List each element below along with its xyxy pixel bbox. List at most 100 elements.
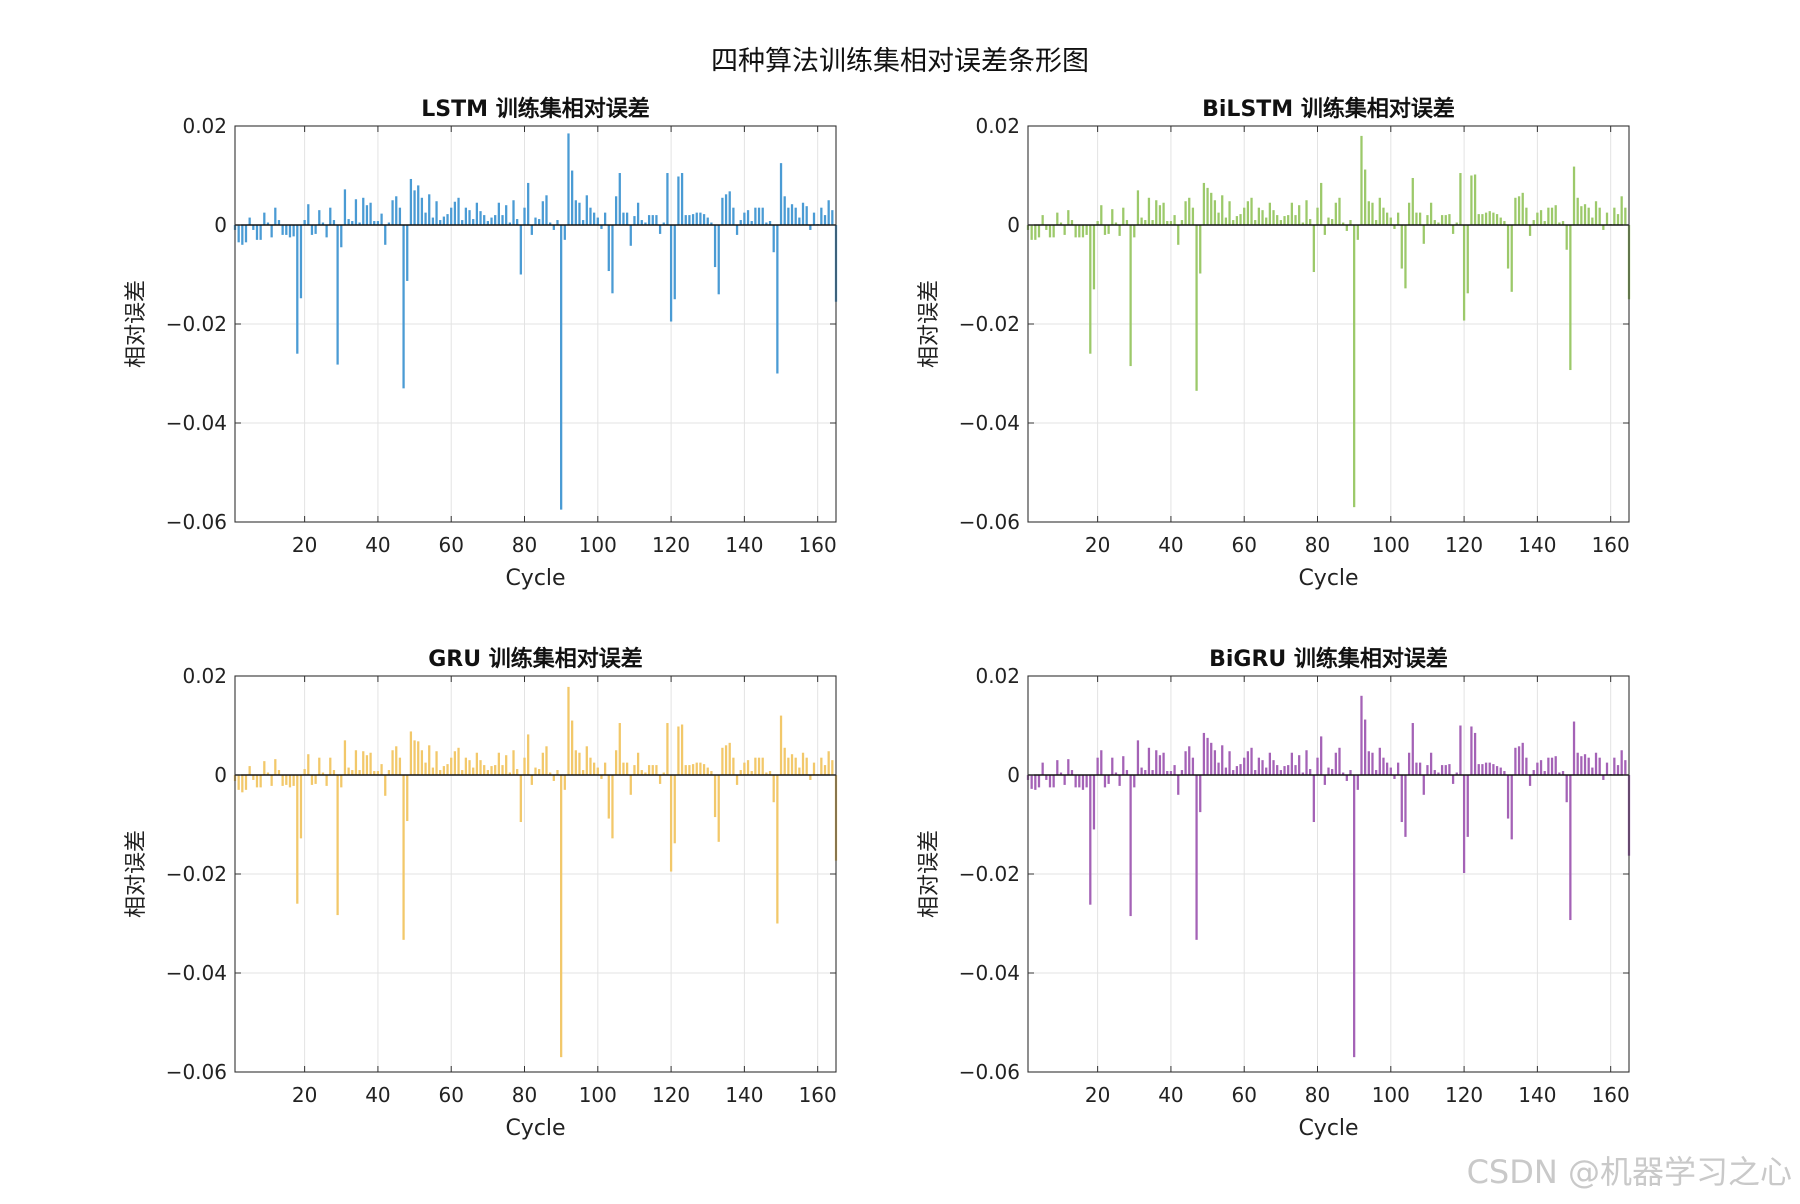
bar bbox=[574, 200, 577, 225]
bar bbox=[790, 204, 794, 225]
bar bbox=[1268, 202, 1272, 225]
bar bbox=[779, 715, 783, 775]
bar bbox=[303, 220, 306, 225]
bar bbox=[1338, 197, 1341, 225]
bar bbox=[1034, 225, 1037, 240]
bar bbox=[1550, 207, 1554, 225]
x-tick-label: 140 bbox=[1518, 1083, 1556, 1107]
x-tick-label: 120 bbox=[1445, 1083, 1483, 1107]
bar bbox=[519, 225, 522, 275]
bar bbox=[1283, 766, 1286, 775]
bar bbox=[1411, 723, 1414, 775]
bar bbox=[237, 775, 240, 790]
bar bbox=[812, 212, 816, 225]
bar bbox=[1481, 764, 1484, 775]
bar bbox=[1246, 201, 1250, 225]
bar bbox=[1279, 220, 1282, 225]
bar bbox=[640, 770, 643, 775]
bar bbox=[1092, 775, 1096, 830]
bar bbox=[453, 751, 457, 775]
bar bbox=[552, 775, 555, 781]
x-tick-label: 100 bbox=[579, 533, 617, 557]
bar bbox=[1517, 746, 1521, 775]
y-tick-label: −0.02 bbox=[166, 312, 227, 336]
bar bbox=[472, 219, 475, 225]
bar bbox=[1367, 751, 1370, 775]
bar bbox=[362, 197, 365, 225]
bar bbox=[1309, 219, 1312, 225]
bar bbox=[1547, 757, 1550, 775]
bar bbox=[461, 770, 464, 775]
bar bbox=[1272, 210, 1275, 225]
x-tick-label: 60 bbox=[438, 1083, 463, 1107]
bar bbox=[735, 775, 739, 785]
bar bbox=[538, 219, 541, 225]
bar bbox=[1561, 221, 1565, 225]
bar bbox=[1048, 775, 1052, 788]
bar bbox=[1151, 220, 1154, 225]
bar bbox=[501, 215, 504, 225]
bar bbox=[1481, 214, 1484, 225]
bar bbox=[417, 741, 420, 775]
bar bbox=[801, 202, 805, 225]
bar bbox=[1162, 752, 1165, 775]
bar bbox=[1316, 757, 1319, 775]
bar bbox=[347, 219, 350, 225]
bar bbox=[622, 212, 625, 225]
bar bbox=[446, 764, 449, 775]
bar bbox=[1470, 726, 1473, 775]
bar bbox=[651, 765, 654, 775]
x-tick-label: 40 bbox=[1158, 1083, 1183, 1107]
bar bbox=[1221, 195, 1224, 225]
bar bbox=[303, 769, 306, 775]
bar bbox=[1429, 752, 1433, 775]
bar bbox=[285, 775, 288, 785]
bar bbox=[494, 215, 497, 225]
bar bbox=[1158, 205, 1162, 225]
bar bbox=[1459, 173, 1462, 225]
bar bbox=[754, 757, 757, 775]
bar bbox=[318, 210, 321, 225]
bar bbox=[1188, 197, 1191, 225]
bar bbox=[820, 207, 823, 225]
bar bbox=[1598, 207, 1601, 225]
bar bbox=[1334, 752, 1337, 775]
bar bbox=[1462, 775, 1466, 874]
bar bbox=[457, 747, 460, 775]
bar bbox=[1510, 775, 1513, 840]
bar bbox=[556, 220, 559, 225]
x-tick-label: 140 bbox=[725, 1083, 763, 1107]
bar bbox=[713, 225, 717, 268]
bar bbox=[1451, 225, 1455, 234]
bar bbox=[1232, 770, 1235, 775]
bar bbox=[318, 757, 321, 775]
bar bbox=[1353, 225, 1356, 508]
bar bbox=[332, 220, 336, 225]
bar bbox=[1345, 225, 1348, 231]
bar bbox=[1045, 775, 1048, 780]
bar bbox=[1114, 222, 1118, 225]
bar bbox=[1034, 775, 1037, 790]
bar bbox=[1089, 225, 1092, 354]
bar bbox=[603, 762, 607, 775]
bar bbox=[450, 757, 453, 775]
x-tick-label: 20 bbox=[1085, 533, 1110, 557]
bar bbox=[710, 222, 713, 225]
bar bbox=[1129, 225, 1132, 367]
bar bbox=[1528, 775, 1532, 786]
bar bbox=[1320, 182, 1323, 225]
bar bbox=[1217, 212, 1220, 225]
bar bbox=[1243, 757, 1246, 775]
bar bbox=[442, 216, 446, 225]
bar bbox=[274, 207, 277, 225]
bar bbox=[435, 201, 438, 225]
bar bbox=[1118, 225, 1121, 236]
bar bbox=[1122, 756, 1125, 775]
bar bbox=[684, 765, 687, 775]
bar bbox=[1290, 202, 1293, 225]
bar bbox=[1576, 197, 1579, 225]
bar bbox=[812, 762, 816, 775]
bar bbox=[1276, 765, 1279, 775]
bar bbox=[1059, 772, 1063, 775]
bar bbox=[1265, 767, 1268, 775]
